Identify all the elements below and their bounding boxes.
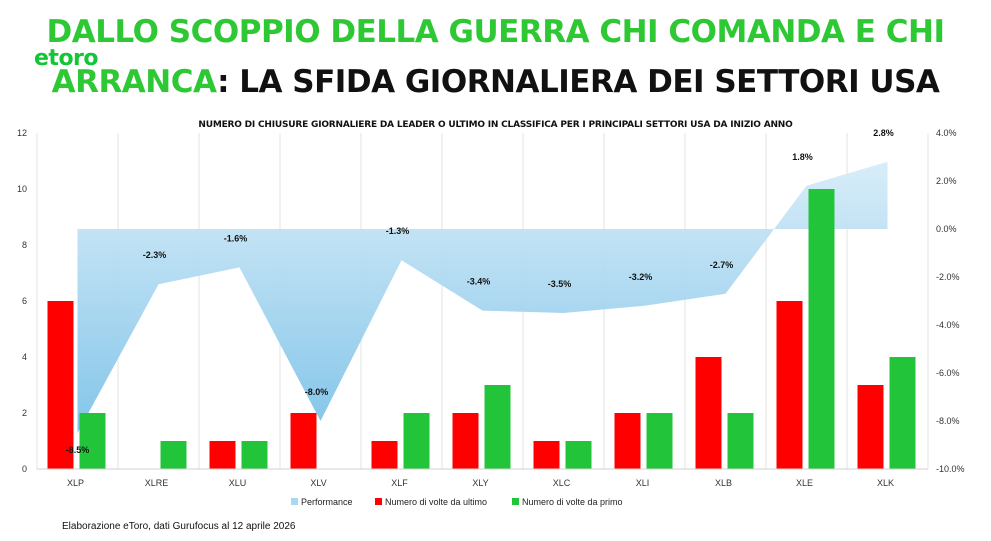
y-left-tick-label: 2 [22,408,27,418]
chart-subtitle: NUMERO DI CHIUSURE GIORNALIERE DA LEADER… [198,120,793,130]
bar-ultimo [47,301,74,469]
x-tick-label: XLP [67,478,84,488]
x-tick-label: XLC [553,478,571,488]
legend-label: Performance [301,497,353,507]
performance-data-label: -3.4% [467,277,491,287]
y-left-tick-label: 10 [17,184,27,194]
performance-data-label: -2.7% [710,260,734,270]
bar-ultimo [290,413,317,469]
y-right-tick-label: -8.0% [936,416,960,426]
y-right-tick-label: -4.0% [936,320,960,330]
bar-primo [565,441,592,469]
performance-area-layer [77,161,888,434]
chart-title-highlight: ARRANCA [51,64,218,100]
legend: Performance Numero di volte da ultimo Nume… [291,497,623,507]
data-labels-layer: -8.5% -2.3% -1.6% -8.0% -1.3% -3.4% -3.5% -3.2%… [66,128,894,455]
bar-ultimo [533,441,560,469]
y-left-tick-label: 0 [22,464,27,474]
y-left-tick-label: 4 [22,352,27,362]
x-tick-label: XLE [796,478,813,488]
bar-primo [241,441,268,469]
y-right-tick-label: -2.0% [936,272,960,282]
etoro-logo-text: etoro [34,46,99,71]
bar-primo [727,413,754,469]
performance-data-label: -1.3% [386,226,410,236]
bar-primo [160,441,187,469]
etoro-logo: etoro [34,46,99,71]
chart-title-line-1: DALLO SCOPPIO DELLA GUERRA CHI COMANDA E… [46,14,945,50]
chart-title-line-2: ARRANCA: LA SFIDA GIORNALIERA DEI SETTOR… [0,62,991,102]
bars-layer [47,189,916,469]
x-tick-label: XLRE [145,478,169,488]
bar-primo [79,413,106,469]
y-left-tick-label: 6 [22,296,27,306]
performance-data-label: -3.5% [548,279,572,289]
y-right-tick-label: 4.0% [936,128,957,138]
x-tick-label: XLV [310,478,326,488]
y-right-tick-label: 0.0% [936,224,957,234]
performance-data-label: -8.5% [66,445,90,455]
bar-primo [889,357,916,469]
x-tick-label: XLI [636,478,650,488]
bar-ultimo [452,413,479,469]
x-tick-label: XLB [715,478,732,488]
chart-title-rest: : LA SFIDA GIORNALIERA DEI SETTORI USA [217,64,940,100]
bar-primo [808,189,835,469]
y-right-tick-label: -6.0% [936,368,960,378]
x-tick-label: XLY [472,478,488,488]
y-right-tick-label: -10.0% [936,464,965,474]
performance-data-label: -3.2% [629,272,653,282]
x-tick-label: XLK [877,478,894,488]
bar-ultimo [857,385,884,469]
y-right-tick-label: 2.0% [936,176,957,186]
bar-ultimo [695,357,722,469]
performance-data-label: 2.8% [873,128,894,138]
bar-primo [646,413,673,469]
bar-ultimo [371,441,398,469]
source-note: Elaborazione eToro, dati Gurufocus al 12… [62,521,296,532]
performance-area [77,161,888,434]
legend-swatch [375,498,382,505]
bar-primo [403,413,430,469]
bar-ultimo [776,301,803,469]
bar-ultimo [614,413,641,469]
bar-primo [484,385,511,469]
legend-label: Numero di volte da primo [522,497,623,507]
legend-label: Numero di volte da ultimo [385,497,487,507]
bar-ultimo [209,441,236,469]
axes-layer: 0 2 4 6 8 10 12 -10.0% -8.0% -6.0% -4.0% -2.0% 0.0% 2… [17,128,965,488]
legend-swatch [291,498,298,505]
performance-data-label: -8.0% [305,387,329,397]
y-left-tick-label: 8 [22,240,27,250]
y-left-tick-label: 12 [17,128,27,138]
x-tick-label: XLF [391,478,408,488]
legend-swatch [512,498,519,505]
performance-data-label: 1.8% [792,152,813,162]
x-tick-label: XLU [229,478,247,488]
performance-data-label: -2.3% [143,250,167,260]
performance-data-label: -1.6% [224,233,248,243]
